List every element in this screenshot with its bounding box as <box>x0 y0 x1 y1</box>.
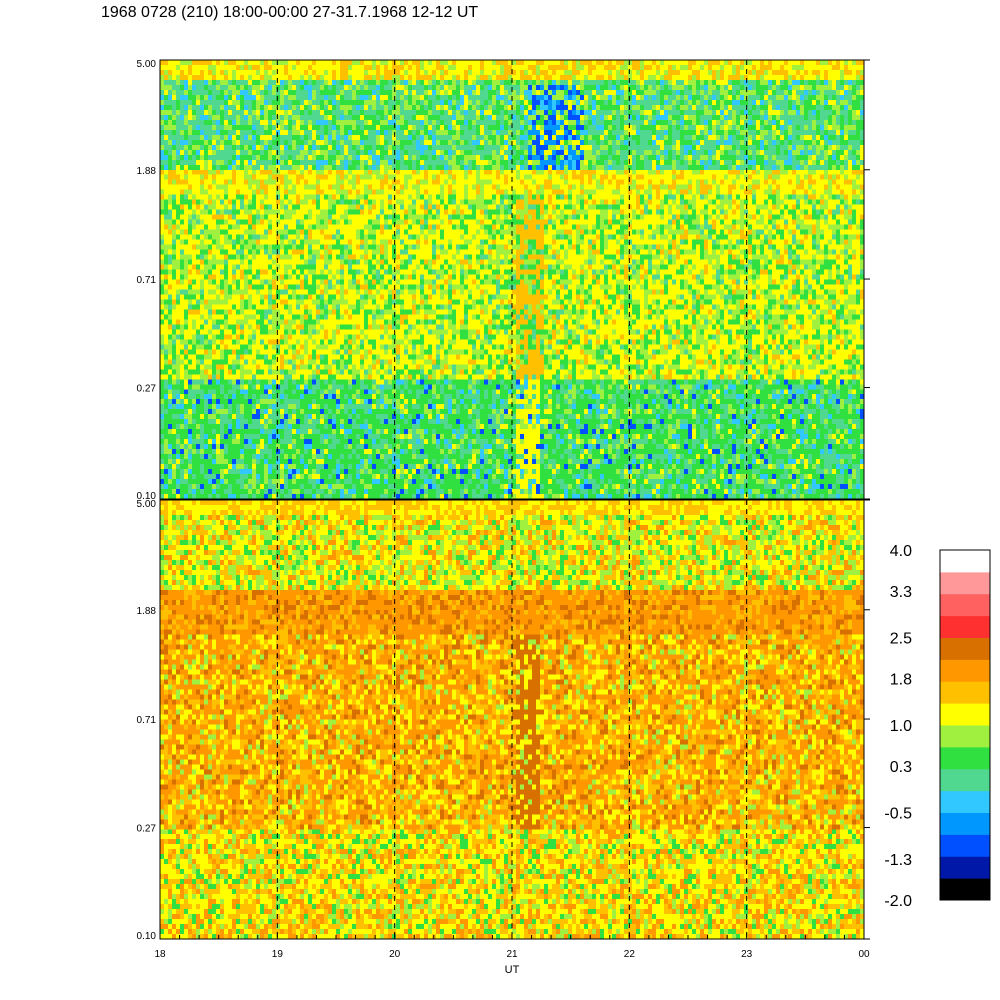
y-tick-label: 0.10 <box>137 931 157 942</box>
x-axis-title: UT <box>505 964 520 976</box>
colorbar-label: -2.0 <box>884 893 912 910</box>
colorbar-swatch <box>940 594 990 616</box>
colorbar-swatch <box>940 813 990 835</box>
colorbar-swatch <box>940 550 990 572</box>
x-tick-label: 00 <box>858 949 870 960</box>
colorbar-swatch <box>940 834 990 856</box>
x-tick-label: 22 <box>624 949 636 960</box>
colorbar-swatch <box>940 616 990 638</box>
colorbar-label: 1.8 <box>890 671 912 688</box>
x-tick-label: 19 <box>272 949 284 960</box>
y-tick-label: 5.00 <box>137 499 157 510</box>
x-tick-label: 21 <box>506 949 518 960</box>
x-tick-label: 20 <box>389 949 401 960</box>
colorbar-swatch <box>940 659 990 681</box>
y-tick-label: 1.88 <box>137 606 157 617</box>
y-tick-label: 0.27 <box>137 824 157 835</box>
colorbar-swatch <box>940 769 990 791</box>
colorbar-swatch <box>940 703 990 725</box>
top-panel: 0.100.270.711.885.00 <box>137 59 870 502</box>
colorbar-swatch <box>940 681 990 703</box>
colorbar-swatch <box>940 725 990 747</box>
colorbar-label: -1.3 <box>884 852 912 869</box>
colorbar-swatch <box>940 638 990 660</box>
colorbar-label: 1.0 <box>890 718 912 735</box>
colorbar-label: -0.5 <box>884 806 912 823</box>
x-tick-label: 18 <box>154 949 166 960</box>
y-tick-label: 5.00 <box>137 59 157 70</box>
colorbar-swatch <box>940 747 990 769</box>
y-tick-label: 0.71 <box>137 275 157 286</box>
colorbar: 4.0 3.3 2.5 1.8 1.0 0.3 -0.5 -1.3 -2.0 <box>884 543 990 910</box>
colorbar-swatch <box>940 572 990 594</box>
colorbar-label: 4.0 <box>890 543 912 560</box>
bottom-panel: 0.10 0.27 0.71 1.88 5.00 <box>137 499 870 942</box>
x-tick-label: 23 <box>741 949 753 960</box>
y-tick-label: 1.88 <box>137 166 157 177</box>
y-tick-label: 0.71 <box>137 715 157 726</box>
colorbar-label: 3.3 <box>890 584 912 601</box>
colorbar-label: 2.5 <box>890 631 912 648</box>
colorbar-swatch <box>940 856 990 878</box>
colorbar-label: 0.3 <box>890 759 912 776</box>
colorbar-swatch <box>940 878 990 900</box>
y-tick-label: 0.27 <box>137 384 157 395</box>
colorbar-swatch <box>940 791 990 813</box>
